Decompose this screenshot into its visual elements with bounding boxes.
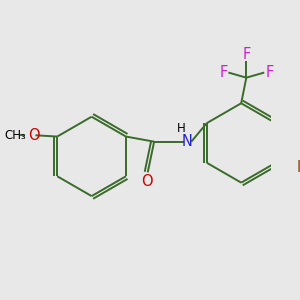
Text: F: F — [242, 47, 250, 62]
Text: O: O — [141, 174, 152, 189]
Text: CH₃: CH₃ — [4, 129, 26, 142]
Text: H: H — [177, 122, 185, 135]
Text: N: N — [182, 134, 193, 149]
Text: F: F — [219, 65, 227, 80]
Text: O: O — [28, 128, 40, 143]
Text: I: I — [296, 160, 300, 175]
Text: F: F — [265, 65, 274, 80]
